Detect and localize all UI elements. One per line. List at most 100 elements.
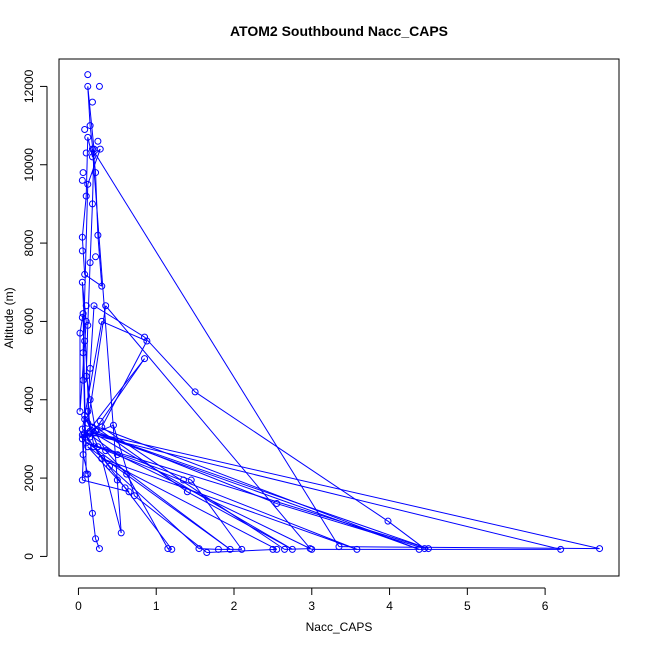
data-point	[81, 337, 89, 345]
data-point	[78, 278, 86, 286]
data-point	[596, 545, 604, 553]
data-point	[88, 145, 96, 153]
data-point	[86, 396, 94, 404]
data-point	[82, 470, 90, 478]
data-point	[84, 133, 92, 141]
series-line-segment	[91, 149, 122, 533]
data-point	[273, 500, 281, 508]
data-point	[95, 545, 103, 553]
data-point	[76, 329, 84, 337]
data-point	[88, 98, 96, 106]
series-line-segment	[82, 479, 130, 493]
data-point	[84, 180, 92, 188]
data-point	[79, 349, 87, 357]
data-point	[168, 545, 176, 553]
data-point	[82, 317, 90, 325]
y-tick-label: 2000	[22, 464, 36, 491]
data-point	[353, 545, 361, 553]
data-point	[121, 484, 129, 492]
data-point	[82, 439, 90, 447]
data-point	[92, 253, 100, 261]
x-tick-label: 3	[308, 599, 315, 613]
data-point	[384, 517, 392, 525]
data-point	[143, 337, 151, 345]
data-point	[84, 71, 92, 79]
data-point	[96, 145, 104, 153]
x-axis: 0 1 2 3 4 5 6	[75, 587, 549, 613]
series-line-segment	[101, 426, 285, 550]
data-point	[84, 82, 92, 90]
data-point	[78, 247, 86, 255]
y-axis: 0 2000 4000 6000 8000 10000 12000	[22, 69, 48, 560]
data-point	[79, 376, 87, 384]
y-tick-label: 12000	[22, 69, 36, 103]
data-point	[226, 545, 234, 553]
series-line-segment	[87, 86, 91, 126]
series-line-segment	[87, 305, 107, 424]
chart-title: ATOM2 Southbound Nacc_CAPS	[230, 23, 448, 39]
series-line-segment	[87, 262, 91, 326]
series-line-segment	[92, 148, 101, 158]
series-line-segment	[89, 203, 93, 263]
data-point	[98, 455, 106, 462]
y-tick-label: 6000	[22, 308, 36, 335]
data-point	[557, 545, 565, 553]
data-point	[84, 443, 92, 451]
data-point	[191, 388, 199, 396]
x-tick-label: 4	[386, 599, 393, 613]
data-point	[86, 433, 94, 441]
series-line-segment	[82, 438, 231, 550]
data-point	[424, 545, 432, 553]
series-line-segment	[92, 148, 340, 547]
data-point	[88, 509, 96, 517]
x-tick-label: 2	[231, 599, 238, 613]
data-point	[415, 545, 423, 553]
data-point	[92, 427, 100, 435]
data-point	[94, 137, 102, 145]
data-point	[81, 411, 89, 419]
data-point	[195, 545, 203, 553]
data-point	[81, 270, 89, 278]
series-line-segment	[82, 184, 89, 353]
data-point	[88, 200, 96, 208]
series-line-segment	[93, 432, 420, 550]
series-line-segment	[95, 538, 100, 549]
series-line-segment	[81, 358, 145, 440]
y-tick-label: 8000	[22, 229, 36, 256]
data-point	[102, 302, 110, 310]
data-point	[81, 415, 89, 423]
data-point	[269, 545, 277, 553]
data-point	[288, 545, 296, 553]
series-line-segment	[86, 442, 358, 550]
series-line-segment	[134, 495, 208, 553]
series-line-segment	[81, 237, 86, 275]
data-point	[123, 470, 131, 478]
series-line-segment	[85, 137, 89, 197]
series-line-segment	[105, 305, 311, 549]
series-line-segment	[276, 503, 425, 550]
data-point	[98, 282, 106, 290]
x-tick-label: 1	[153, 599, 160, 613]
series-line-segment	[93, 432, 600, 550]
plot-frame	[58, 58, 620, 577]
data-point	[82, 149, 90, 157]
y-tick-label: 10000	[22, 148, 36, 182]
series-line-segment	[126, 473, 169, 549]
series-line-segment	[190, 479, 243, 550]
x-tick-label: 6	[542, 599, 549, 613]
data-point	[90, 429, 98, 437]
data-point	[92, 169, 100, 177]
data-point	[238, 545, 246, 553]
series-line-segment	[79, 321, 87, 412]
data-point	[78, 176, 86, 184]
data-point	[78, 233, 86, 241]
data-point	[125, 488, 133, 496]
x-tick-label: 5	[464, 599, 471, 613]
y-tick-label: 4000	[22, 386, 36, 413]
series-line-segment	[101, 320, 148, 342]
data-point	[92, 535, 100, 543]
series-line-segment	[101, 458, 278, 550]
data-point	[86, 122, 94, 130]
